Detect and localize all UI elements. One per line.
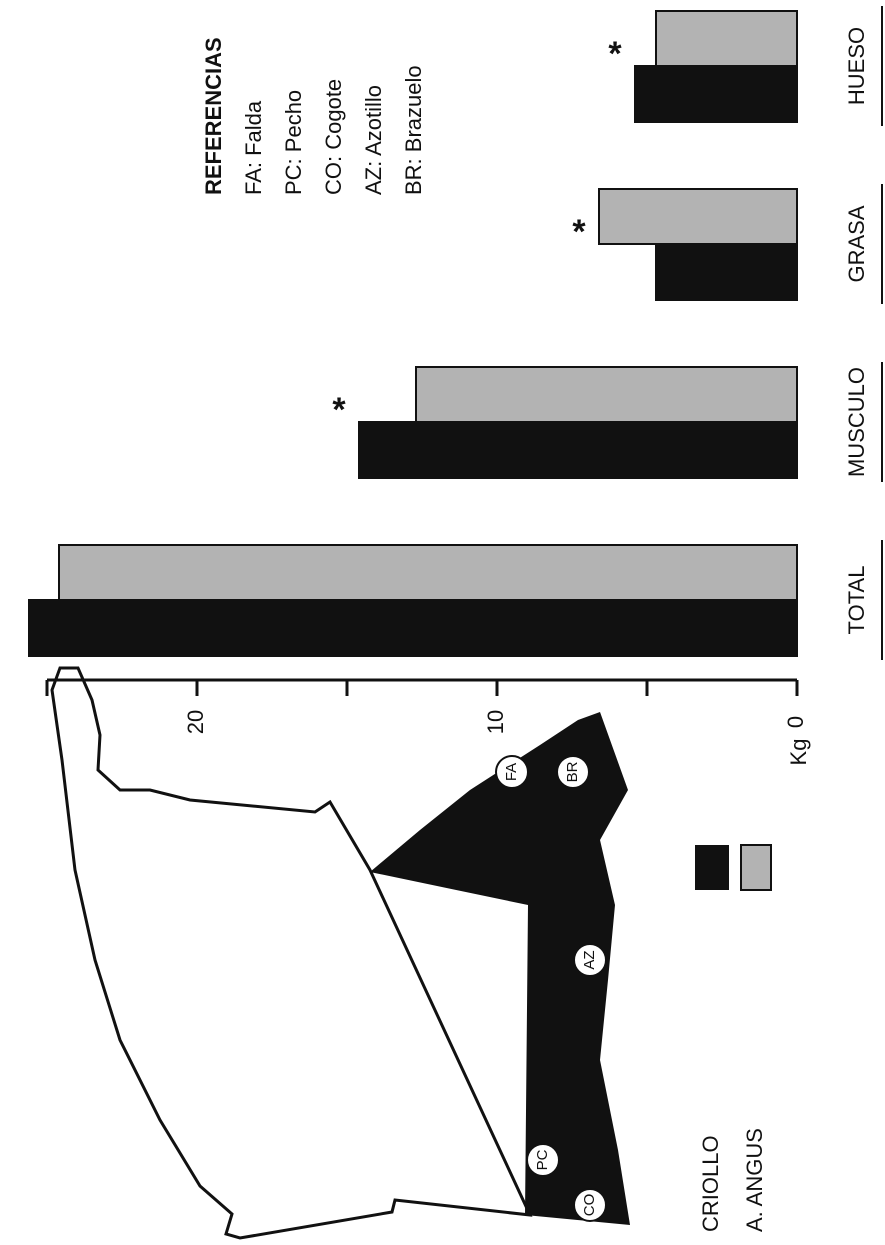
bar: [655, 243, 798, 301]
cut-marker: [495, 755, 529, 789]
axis-label: Kg: [786, 739, 811, 766]
bar: [58, 544, 798, 601]
bar: [415, 366, 798, 423]
tick-label: 20: [183, 710, 208, 734]
significance-mark: *: [572, 213, 586, 251]
cut-marker: [573, 1188, 607, 1222]
cut-label: PC: [534, 1149, 551, 1170]
reference-item: AZ: Azotillo: [361, 85, 386, 195]
references-title: REFERENCIAS: [201, 37, 226, 195]
legend-label: A. ANGUS: [742, 1128, 767, 1232]
bar: [634, 65, 798, 123]
legend-swatch: [695, 845, 729, 890]
tick-label: 0: [783, 716, 808, 728]
cut-label: CO: [581, 1194, 598, 1217]
bar: [358, 421, 798, 479]
legend-swatch: [740, 844, 772, 891]
cut-region: [370, 712, 630, 1225]
tick-label: 10: [483, 710, 508, 734]
cut-marker: [526, 1143, 560, 1177]
category-label: HUESO: [844, 27, 869, 105]
cut-label: AZ: [581, 950, 598, 969]
reference-item: FA: Falda: [241, 100, 266, 195]
legend-label: CRIOLLO: [698, 1135, 723, 1232]
reference-item: BR: Brazuelo: [401, 65, 426, 195]
bar: [655, 10, 798, 67]
significance-mark: *: [332, 391, 346, 429]
category-label: TOTAL: [844, 566, 869, 635]
significance-mark: *: [608, 35, 622, 73]
cut-label: BR: [564, 761, 581, 782]
bar: [28, 599, 798, 657]
limb-outline: [50, 666, 533, 1240]
reference-item: PC: Pecho: [281, 90, 306, 195]
cut-marker: [556, 755, 590, 789]
cut-label: FA: [503, 763, 520, 781]
bar: [598, 188, 798, 245]
reference-item: CO: Cogote: [321, 79, 346, 195]
category-label: MUSCULO: [844, 367, 869, 477]
cut-marker: [573, 943, 607, 977]
category-label: GRASA: [844, 205, 869, 282]
